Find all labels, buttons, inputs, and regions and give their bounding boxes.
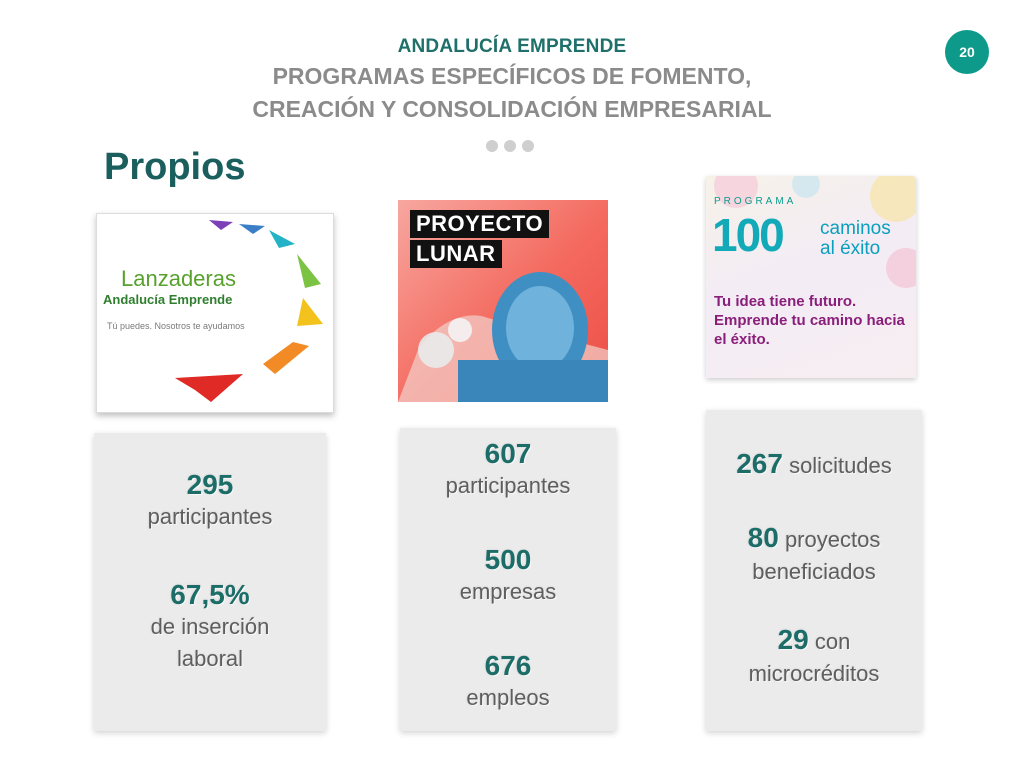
page-title: PROGRAMAS ESPECÍFICOS DE FOMENTO, CREACI…: [0, 60, 1024, 126]
stat-label: proyectos: [784, 527, 881, 552]
stat-label: laboral: [176, 646, 244, 671]
programa-exito: al éxito: [820, 238, 881, 259]
title-line-2: CREACIÓN Y CONSOLIDACIÓN EMPRESARIAL: [252, 96, 772, 122]
stat-label: con: [814, 629, 851, 654]
stat-value: 295: [186, 469, 234, 500]
stat-label: empresas: [459, 579, 557, 604]
programa-number: 100: [712, 209, 785, 261]
stats-box-cien: 267 solicitudes 80 proyectos beneficiado…: [706, 410, 922, 731]
paper-planes-icon: [175, 220, 323, 402]
proyecto-lunar-image: PROYECTO LUNAR: [398, 200, 608, 402]
stat-value: 267: [736, 448, 783, 479]
stat-value: 676: [484, 650, 532, 681]
stat-label: microcréditos: [748, 661, 880, 686]
stat-value: 500: [484, 544, 532, 575]
ellipsis-dots: [486, 140, 534, 152]
stat-value: 29: [777, 624, 809, 655]
stat-label: participantes: [445, 473, 571, 498]
section-title: Propios: [104, 146, 246, 188]
stat-label: empleos: [466, 685, 550, 710]
lanzaderas-tagline: Tú puedes. Nosotros te ayudamos: [107, 321, 245, 331]
programa-100-caminos-image: PROGRAMA 100 caminos al éxito Tu idea ti…: [706, 176, 916, 378]
lanzaderas-title: Lanzaderas: [121, 266, 236, 291]
stat-label: beneficiados: [752, 559, 876, 584]
stat-label: de inserción: [150, 614, 270, 639]
astronaut-figure-icon: [398, 272, 608, 402]
title-line-1: PROGRAMAS ESPECÍFICOS DE FOMENTO,: [272, 63, 752, 89]
page-number-badge: 20: [945, 30, 989, 74]
programa-label: PROGRAMA: [714, 196, 797, 207]
stat-value: 607: [484, 438, 532, 469]
programa-caminos: caminos: [820, 218, 891, 239]
header-kicker: ANDALUCÍA EMPRENDE: [397, 36, 627, 57]
stat-value: 80: [747, 522, 779, 553]
programa-tagline: Tu idea tiene futuro. Emprende tu camino…: [714, 293, 905, 348]
stat-label: solicitudes: [789, 453, 892, 478]
watercolor-decoration-icon: [714, 176, 916, 288]
stats-box-lanzaderas: 295 participantes 67,5% de inserción lab…: [94, 433, 326, 731]
stats-box-lunar: 607 participantes 500 empresas 676 emple…: [400, 428, 616, 731]
lunar-title-line-1: PROYECTO: [410, 210, 550, 238]
stat-label: participantes: [147, 504, 273, 529]
lunar-title-line-2: LUNAR: [410, 240, 502, 268]
lanzaderas-logo-image: Lanzaderas Andalucía Emprende Tú puedes.…: [96, 213, 334, 413]
lanzaderas-subtitle: Andalucía Emprende: [103, 292, 233, 307]
stat-value: 67,5%: [170, 579, 250, 610]
